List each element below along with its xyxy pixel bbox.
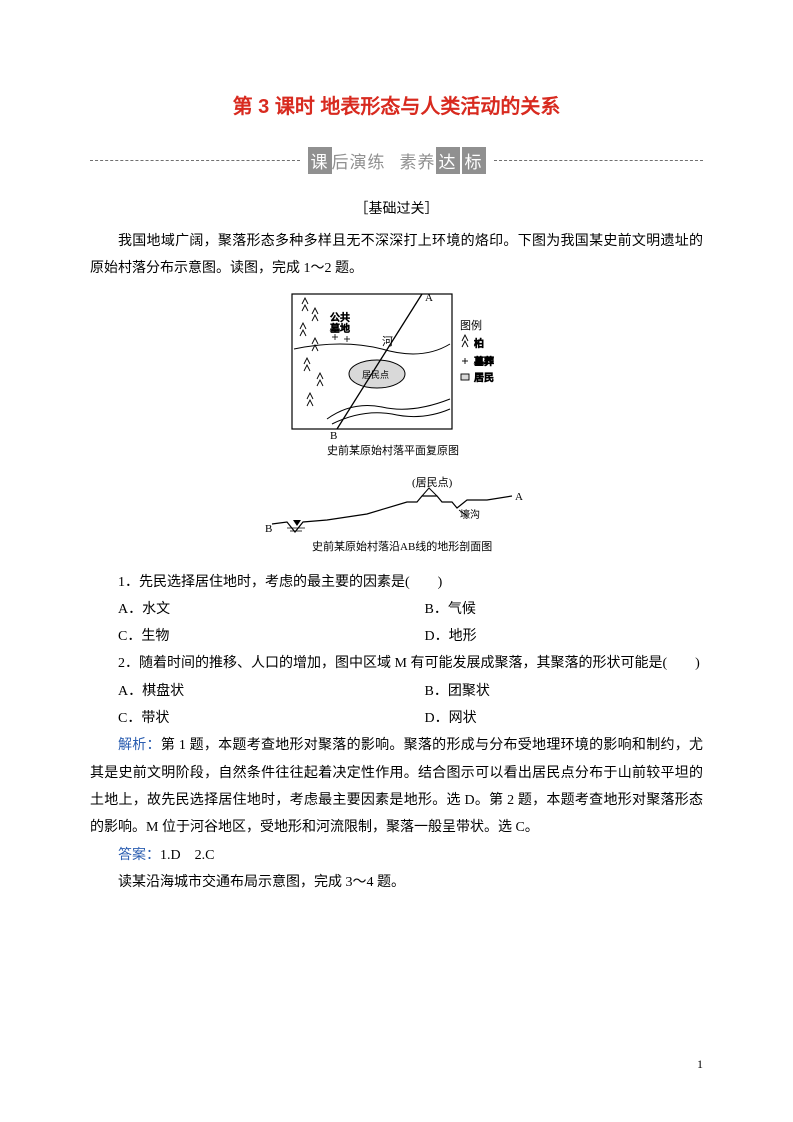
svg-text:墓地: 墓地 xyxy=(330,322,350,335)
q1-choice-a: A．水文 xyxy=(90,596,397,623)
document-page: 第 3 课时 地表形态与人类活动的关系 课后演练 素养达标 ［基础过关］ 我国地… xyxy=(0,0,793,1122)
banner-box-right1: 达 xyxy=(436,147,460,174)
figure2-caption: 史前某原始村落沿AB线的地形剖面图 xyxy=(312,539,492,553)
banner-dash-right xyxy=(494,160,704,161)
banner-dash-left xyxy=(90,160,300,161)
q2-choice-a: A．棋盘状 xyxy=(90,678,397,705)
answer-text: 1.D 2.C xyxy=(160,848,214,863)
figure-2: (居民点) 壕沟 B A 史前某原始村落沿AB线的地形剖面图 xyxy=(90,474,703,559)
q1-choice-d: D．地形 xyxy=(397,623,704,650)
svg-text:柏: 柏 xyxy=(474,337,484,350)
q2-stem: 2．随着时间的推移、人口的增加，图中区域 M 有可能发展成聚落，其聚落的形状可能… xyxy=(90,650,703,677)
banner-text-right: 素养 xyxy=(400,153,436,172)
page-title: 第 3 课时 地表形态与人类活动的关系 xyxy=(90,90,703,119)
figure-1: 公共 墓地 河 居民点 A B 图例 柏 墓葬 xyxy=(90,289,703,464)
q1-choice-c: C．生物 xyxy=(90,623,397,650)
banner-middle: 课后演练 素养达标 xyxy=(300,147,494,174)
answer-paragraph: 答案：1.D 2.C xyxy=(90,842,703,869)
map-svg: 公共 墓地 河 居民点 A B 图例 柏 墓葬 xyxy=(282,289,512,459)
banner-group-left: 课后演练 xyxy=(308,147,386,174)
section-label: ［基础过关］ xyxy=(90,198,703,218)
analysis-paragraph: 解析：第 1 题，本题考查地形对聚落的影响。聚落的形成与分布受地理环境的影响和制… xyxy=(90,732,703,841)
svg-text:(居民点): (居民点) xyxy=(412,476,453,489)
page-number: 1 xyxy=(697,1057,703,1072)
profile-svg: (居民点) 壕沟 B A 史前某原始村落沿AB线的地形剖面图 xyxy=(257,474,537,554)
svg-text:A: A xyxy=(425,292,433,304)
analysis-text: 第 1 题，本题考查地形对聚落的影响。聚落的形成与分布受地理环境的影响和制约，尤… xyxy=(90,738,703,835)
banner-group-right: 素养达标 xyxy=(400,147,486,174)
svg-text:居民点: 居民点 xyxy=(362,370,389,380)
analysis-label: 解析： xyxy=(118,738,161,753)
svg-text:壕沟: 壕沟 xyxy=(460,508,480,521)
intro-paragraph: 我国地域广阔，聚落形态多种多样且无不深深打上环境的烙印。下图为我国某史前文明遗址… xyxy=(90,228,703,283)
svg-text:图例: 图例 xyxy=(460,318,482,332)
q1-choices: A．水文 B．气候 C．生物 D．地形 xyxy=(90,596,703,651)
banner-box-right2: 标 xyxy=(462,147,486,174)
svg-text:公共: 公共 xyxy=(330,312,350,324)
svg-text:墓葬: 墓葬 xyxy=(474,355,494,368)
q2-choice-c: C．带状 xyxy=(90,705,397,732)
q2-choices: A．棋盘状 B．团聚状 C．带状 D．网状 xyxy=(90,678,703,733)
next-intro: 读某沿海城市交通布局示意图，完成 3～4 题。 xyxy=(90,869,703,896)
q1-choice-b: B．气候 xyxy=(397,596,704,623)
q2-choice-d: D．网状 xyxy=(397,705,704,732)
svg-text:B: B xyxy=(265,523,272,535)
banner-text-left: 后演练 xyxy=(332,153,386,172)
answer-label: 答案： xyxy=(118,848,160,863)
figure1-caption: 史前某原始村落平面复原图 xyxy=(327,443,459,457)
banner-box-left: 课 xyxy=(308,147,332,174)
svg-text:A: A xyxy=(515,491,523,503)
q2-choice-b: B．团聚状 xyxy=(397,678,704,705)
q1-stem: 1．先民选择居住地时，考虑的最主要的因素是( ) xyxy=(90,569,703,596)
section-banner: 课后演练 素养达标 xyxy=(90,147,703,174)
svg-text:居民: 居民 xyxy=(474,372,494,384)
svg-text:B: B xyxy=(330,430,337,442)
